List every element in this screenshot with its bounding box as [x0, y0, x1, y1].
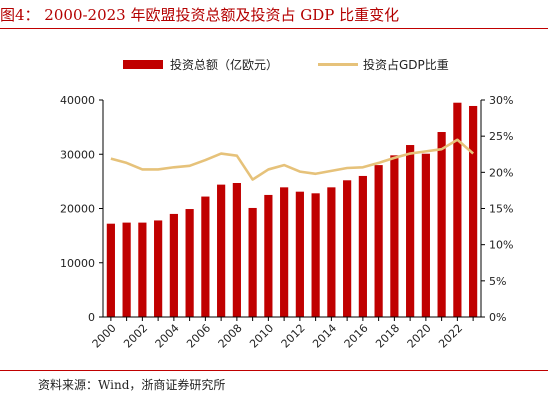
bar-2020	[421, 153, 430, 317]
y-right-tick-label: 25%	[489, 130, 513, 143]
x-tick-label: 2008	[216, 322, 245, 351]
legend: 投资总额（亿欧元） 投资占GDP比重	[123, 57, 449, 72]
bar-2006	[201, 196, 210, 317]
legend-swatch-bar	[123, 60, 163, 69]
source-rule	[0, 370, 548, 371]
x-tick-label: 2000	[90, 322, 119, 351]
bar-2009	[248, 207, 257, 317]
chart: 投资总额（亿欧元） 投资占GDP比重 0 10000 20000 30000 40000 0…	[60, 57, 513, 351]
y-left-tick-label: 30000	[60, 148, 95, 161]
bar-2019	[406, 145, 415, 317]
x-tick-label: 2018	[373, 322, 402, 351]
x-tick-label: 2006	[184, 322, 213, 351]
bar-2022	[453, 102, 462, 318]
bar-2023	[469, 105, 478, 317]
y-left-tick-label: 10000	[60, 257, 95, 270]
x-tick-label: 2012	[279, 322, 308, 351]
title-rule	[0, 28, 548, 29]
y-left-tick-label: 0	[88, 311, 95, 324]
y-right-tick-label: 20%	[489, 166, 513, 179]
x-tick-label: 2002	[121, 322, 150, 351]
bar-2013	[311, 193, 320, 317]
y-left-tick-label: 40000	[60, 94, 95, 107]
y-left-tick-label: 20000	[60, 203, 95, 216]
bar-2002	[138, 222, 147, 317]
y-right-tick-label: 30%	[489, 94, 513, 107]
bar-2007	[217, 184, 226, 317]
x-tick-label: 2016	[342, 322, 371, 351]
bar-2003	[154, 220, 163, 317]
bar-2005	[185, 209, 194, 317]
y-right-tick-label: 0%	[489, 311, 506, 324]
bar-2012	[295, 191, 304, 317]
bar-2016	[358, 175, 367, 317]
bar-2015	[343, 180, 352, 317]
bar-2010	[264, 194, 273, 317]
x-tick-label: 2022	[436, 322, 465, 351]
bar-2000	[106, 223, 115, 317]
bar-2021	[437, 132, 446, 317]
bar-2011	[280, 187, 289, 317]
bar-2014	[327, 187, 336, 317]
bar-2018	[390, 155, 399, 317]
y-right-tick-label: 5%	[489, 275, 506, 288]
bar-2008	[232, 183, 241, 317]
y-right-tick-label: 15%	[489, 203, 513, 216]
bar-2017	[374, 165, 383, 317]
bar-2004	[169, 213, 178, 317]
y-right-tick-label: 10%	[489, 239, 513, 252]
legend-label-line: 投资占GDP比重	[363, 57, 449, 72]
line-investment-gdp-ratio	[110, 138, 474, 181]
bar-series	[106, 102, 478, 318]
bar-2001	[122, 222, 131, 317]
chart-title: 图4： 2000-2023 年欧盟投资总额及投资占 GDP 比重变化	[0, 6, 400, 24]
legend-label-bar: 投资总额（亿欧元）	[170, 57, 278, 72]
x-tick-label: 2010	[247, 322, 276, 351]
source-note: 资料来源：Wind，浙商证券研究所	[38, 378, 226, 392]
x-tick-label: 2004	[153, 322, 182, 351]
line-series	[110, 138, 474, 181]
x-tick-label: 2014	[310, 322, 339, 351]
x-tick-label: 2020	[405, 322, 434, 351]
